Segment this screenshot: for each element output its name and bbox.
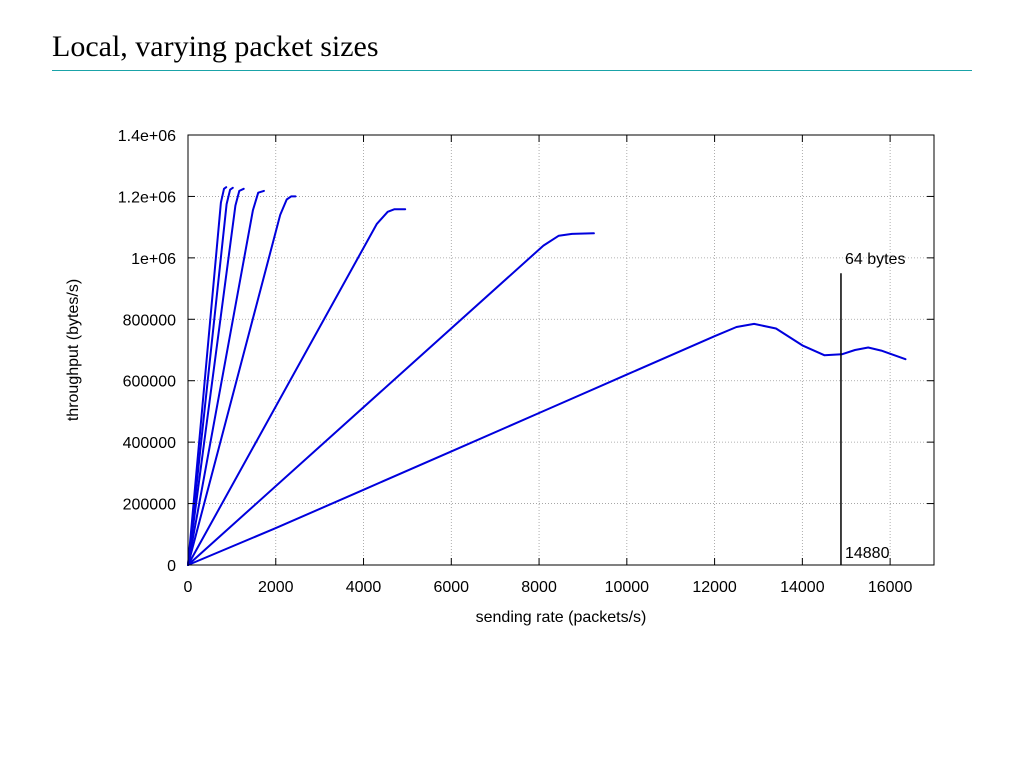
series-lines	[187, 186, 907, 566]
grid-lines	[188, 135, 934, 565]
annotations: 64 bytes 14880	[840, 251, 905, 565]
series-line-7	[187, 232, 595, 566]
x-tick-label: 10000	[605, 579, 650, 596]
annotation-label: 64 bytes	[845, 251, 905, 268]
y-tick-label: 1e+06	[131, 251, 176, 268]
x-tick-label: 0	[184, 579, 193, 596]
x-tick-label: 2000	[258, 579, 294, 596]
y-tick-label: 1.4e+06	[118, 128, 176, 145]
series-line-8	[187, 322, 907, 566]
y-tick-label: 1.2e+06	[118, 189, 176, 206]
series-line-5	[187, 195, 297, 566]
y-tick-label: 0	[167, 558, 176, 575]
x-tick-label: 6000	[433, 579, 469, 596]
y-axis-label: throughput (bytes/s)	[65, 279, 82, 421]
x-tick-label: 12000	[692, 579, 737, 596]
series-line-3	[187, 187, 245, 566]
tick-labels: 0 2000 4000 6000 8000 10000 12000 14000 16000 0 20…	[118, 128, 913, 596]
series-line-1	[187, 186, 228, 566]
axes	[187, 134, 935, 566]
y-tick-label: 600000	[123, 374, 176, 391]
slide-title: Local, varying packet sizes	[52, 30, 379, 63]
y-tick-label: 400000	[123, 435, 176, 452]
x-tick-label: 14000	[780, 579, 825, 596]
series-line-2	[187, 186, 234, 566]
x-tick-label: 16000	[868, 579, 913, 596]
y-tick-label: 800000	[123, 312, 176, 329]
x-tick-label: 4000	[346, 579, 382, 596]
series-line-4	[187, 189, 265, 566]
x-axis-label: sending rate (packets/s)	[476, 609, 647, 626]
annotation-label: 14880	[845, 545, 890, 562]
x-tick-label: 8000	[521, 579, 557, 596]
series-line-6	[187, 208, 407, 566]
plot-frame	[187, 134, 935, 566]
y-tick-label: 200000	[123, 497, 176, 514]
title-divider	[52, 70, 972, 71]
